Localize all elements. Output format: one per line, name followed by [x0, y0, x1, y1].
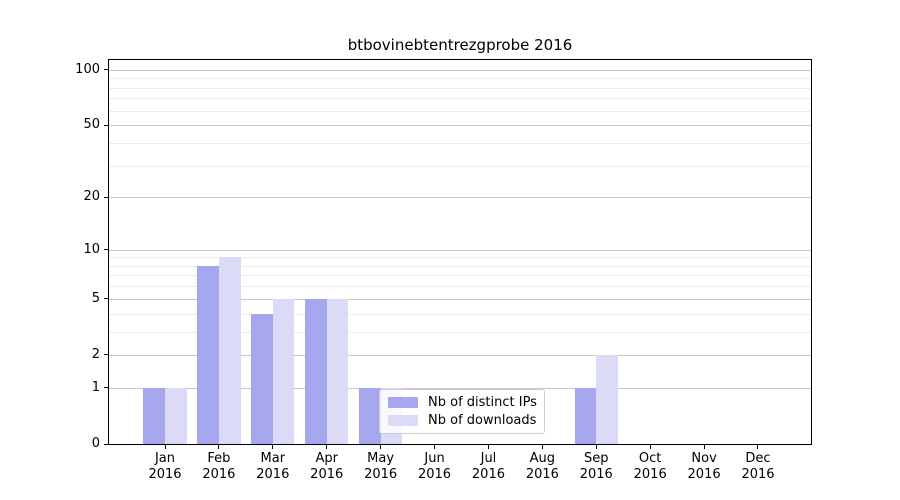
y-tick-label: 50: [83, 117, 100, 133]
plot-area: [108, 59, 812, 445]
y-tick-label: 10: [83, 241, 100, 257]
y-gridline-major: [109, 387, 811, 389]
legend-label: Nb of distinct IPs: [428, 395, 537, 410]
bar-distinct-ips: [359, 387, 381, 444]
y-gridline-minor: [109, 286, 811, 288]
y-gridline-minor: [109, 78, 811, 80]
y-gridline-minor: [109, 110, 811, 112]
y-gridline-minor: [109, 142, 811, 144]
x-tick-label: Jan 2016: [148, 451, 182, 482]
y-gridline-minor: [109, 331, 811, 333]
legend-item: Nb of distinct IPs: [388, 395, 537, 410]
legend-item: Nb of downloads: [388, 413, 536, 428]
bar-downloads: [326, 298, 349, 444]
x-axis-tick: [272, 445, 274, 449]
x-tick-label: May 2016: [364, 451, 398, 482]
y-gridline-minor: [109, 257, 811, 259]
x-tick-label: Apr 2016: [310, 451, 344, 482]
y-tick-label: 5: [91, 290, 100, 306]
x-tick-label: Jul 2016: [471, 451, 505, 482]
x-axis-tick: [487, 445, 489, 449]
y-gridline-major: [109, 354, 811, 356]
bar-distinct-ips: [143, 387, 165, 444]
x-tick-label: Dec 2016: [741, 451, 775, 482]
x-axis-tick: [434, 445, 436, 449]
legend: Nb of distinct IPs Nb of downloads: [379, 389, 545, 434]
x-tick-label: Sep 2016: [579, 451, 613, 482]
x-tick-label: Mar 2016: [256, 451, 290, 482]
y-axis-tick: [104, 196, 108, 198]
x-axis-tick: [703, 445, 705, 449]
y-gridline-minor: [109, 313, 811, 315]
x-axis-tick: [164, 445, 166, 449]
bar-downloads: [272, 298, 295, 444]
y-gridline-major: [109, 125, 811, 127]
bar-distinct-ips: [305, 298, 327, 444]
y-gridline-major: [109, 249, 811, 251]
x-axis-tick: [595, 445, 597, 449]
y-gridline-minor: [109, 165, 811, 167]
x-axis-tick: [541, 445, 543, 449]
y-tick-label: 1: [91, 379, 100, 395]
chart-title: btbovinebtentrezgprobe 2016: [347, 36, 573, 54]
y-tick-label: 0: [91, 436, 100, 451]
bar-distinct-ips: [574, 387, 597, 444]
bar-downloads: [165, 387, 187, 444]
y-gridline-minor: [109, 275, 811, 277]
y-axis-tick: [104, 443, 108, 445]
x-tick-label: Nov 2016: [687, 451, 721, 482]
y-tick-label: 20: [83, 189, 100, 205]
legend-label: Nb of downloads: [428, 413, 537, 428]
bar-distinct-ips: [197, 265, 219, 444]
y-axis-tick: [104, 387, 108, 389]
legend-swatch: [388, 415, 418, 426]
y-axis-tick: [104, 249, 108, 251]
y-axis-tick: [104, 124, 108, 126]
legend-swatch: [388, 397, 418, 408]
y-tick-label: 100: [75, 61, 100, 77]
y-gridline-minor: [109, 98, 811, 100]
y-tick-label: 2: [91, 346, 100, 362]
bar-distinct-ips: [251, 313, 273, 444]
y-gridline-major: [109, 69, 811, 71]
x-axis-tick: [218, 445, 220, 449]
y-gridline-major: [109, 298, 811, 300]
x-tick-label: Feb 2016: [202, 451, 236, 482]
y-gridline-minor: [109, 265, 811, 267]
x-axis-tick: [649, 445, 651, 449]
x-tick-label: Oct 2016: [633, 451, 667, 482]
x-axis-tick: [757, 445, 759, 449]
y-axis-tick: [104, 69, 108, 71]
y-axis-tick: [104, 354, 108, 356]
bar-downloads: [596, 354, 618, 444]
y-axis-tick: [104, 298, 108, 300]
x-tick-label: Aug 2016: [525, 451, 559, 482]
y-gridline-major: [109, 197, 811, 199]
x-axis-tick: [380, 445, 382, 449]
x-tick-label: Jun 2016: [417, 451, 452, 482]
y-gridline-minor: [109, 87, 811, 89]
bar-downloads: [218, 257, 241, 444]
x-axis-tick: [326, 445, 328, 449]
